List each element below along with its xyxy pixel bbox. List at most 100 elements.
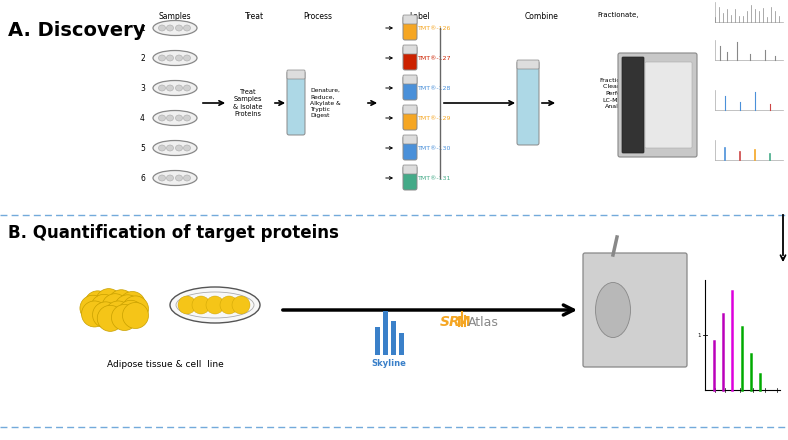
Bar <box>375 327 380 355</box>
Ellipse shape <box>153 21 197 36</box>
Ellipse shape <box>176 25 183 31</box>
Text: M: M <box>457 315 470 329</box>
Circle shape <box>80 295 106 321</box>
Ellipse shape <box>153 81 197 95</box>
Text: Adipose tissue & cell  line: Adipose tissue & cell line <box>106 360 223 369</box>
Ellipse shape <box>184 175 191 181</box>
Circle shape <box>192 296 210 314</box>
Ellipse shape <box>153 110 197 125</box>
Ellipse shape <box>176 55 183 61</box>
Circle shape <box>220 296 238 314</box>
Ellipse shape <box>176 85 183 91</box>
Ellipse shape <box>158 25 165 31</box>
Circle shape <box>108 290 134 316</box>
FancyBboxPatch shape <box>618 53 697 157</box>
FancyBboxPatch shape <box>403 106 417 130</box>
Circle shape <box>117 301 143 326</box>
Text: 5: 5 <box>140 143 145 153</box>
Text: 4: 4 <box>140 114 145 122</box>
Text: 6: 6 <box>140 173 145 183</box>
Text: TMT®-126: TMT®-126 <box>418 26 452 30</box>
Ellipse shape <box>170 287 260 323</box>
FancyBboxPatch shape <box>517 61 539 145</box>
FancyBboxPatch shape <box>583 253 687 367</box>
FancyBboxPatch shape <box>403 16 417 40</box>
Text: Label: Label <box>410 12 430 21</box>
FancyBboxPatch shape <box>403 165 417 174</box>
Circle shape <box>119 292 145 318</box>
Text: A. Discovery: A. Discovery <box>8 21 146 40</box>
Circle shape <box>97 305 123 331</box>
Ellipse shape <box>166 115 173 121</box>
Circle shape <box>91 294 117 320</box>
FancyBboxPatch shape <box>403 135 417 144</box>
Ellipse shape <box>596 282 630 337</box>
Circle shape <box>114 295 140 321</box>
Ellipse shape <box>176 115 183 121</box>
FancyBboxPatch shape <box>403 166 417 190</box>
Text: SR: SR <box>440 315 461 329</box>
Text: 2: 2 <box>140 54 145 62</box>
Circle shape <box>84 291 110 317</box>
FancyBboxPatch shape <box>287 71 305 135</box>
Circle shape <box>111 304 137 330</box>
Bar <box>399 333 404 355</box>
Text: TMT®-127: TMT®-127 <box>418 55 452 61</box>
FancyBboxPatch shape <box>645 62 692 148</box>
Ellipse shape <box>166 55 173 61</box>
Ellipse shape <box>158 145 165 151</box>
Text: Fractionate,: Fractionate, <box>597 12 639 18</box>
Ellipse shape <box>184 115 191 121</box>
Ellipse shape <box>158 85 165 91</box>
FancyBboxPatch shape <box>517 60 539 69</box>
Text: TMT®-130: TMT®-130 <box>418 146 452 150</box>
Circle shape <box>92 302 118 328</box>
Circle shape <box>105 301 131 327</box>
Text: TMT®-129: TMT®-129 <box>418 116 452 121</box>
Text: Treat
Samples
& Isolate
Proteins: Treat Samples & Isolate Proteins <box>233 89 262 117</box>
Ellipse shape <box>153 140 197 155</box>
Text: Combine: Combine <box>525 12 559 21</box>
Ellipse shape <box>176 175 183 181</box>
Ellipse shape <box>176 145 183 151</box>
Text: Denature,
Reduce,
Alkylate &
Tryptic
Digest: Denature, Reduce, Alkylate & Tryptic Dig… <box>310 88 340 118</box>
FancyBboxPatch shape <box>403 76 417 100</box>
Ellipse shape <box>153 171 197 186</box>
Text: Atlas: Atlas <box>468 315 499 329</box>
FancyBboxPatch shape <box>403 105 417 114</box>
Ellipse shape <box>158 115 165 121</box>
Ellipse shape <box>166 175 173 181</box>
FancyBboxPatch shape <box>403 75 417 84</box>
FancyBboxPatch shape <box>403 46 417 70</box>
Text: TMT®-128: TMT®-128 <box>418 85 452 91</box>
Ellipse shape <box>184 145 191 151</box>
Bar <box>391 321 396 355</box>
Circle shape <box>232 296 250 314</box>
FancyBboxPatch shape <box>403 45 417 54</box>
Text: Skyline: Skyline <box>372 359 407 368</box>
Circle shape <box>122 296 148 322</box>
Text: TMT®-131: TMT®-131 <box>418 176 452 180</box>
Circle shape <box>178 296 196 314</box>
Text: B. Quantification of target proteins: B. Quantification of target proteins <box>8 224 339 242</box>
Ellipse shape <box>166 25 173 31</box>
Circle shape <box>102 294 128 320</box>
Circle shape <box>122 303 148 329</box>
FancyBboxPatch shape <box>403 15 417 24</box>
Ellipse shape <box>184 55 191 61</box>
FancyBboxPatch shape <box>403 136 417 160</box>
FancyBboxPatch shape <box>622 57 644 153</box>
Text: 1: 1 <box>697 333 701 337</box>
Circle shape <box>95 289 121 315</box>
Ellipse shape <box>184 25 191 31</box>
Ellipse shape <box>166 145 173 151</box>
Text: Process: Process <box>303 12 333 21</box>
Ellipse shape <box>158 175 165 181</box>
Text: 3: 3 <box>140 84 145 92</box>
Circle shape <box>81 301 107 327</box>
FancyBboxPatch shape <box>287 70 305 79</box>
Text: 1: 1 <box>140 23 145 33</box>
Text: Fractionate,
Clean Up,
Perform
LC-MS/MS
Analysis: Fractionate, Clean Up, Perform LC-MS/MS … <box>599 77 637 109</box>
Ellipse shape <box>166 85 173 91</box>
Ellipse shape <box>184 85 191 91</box>
